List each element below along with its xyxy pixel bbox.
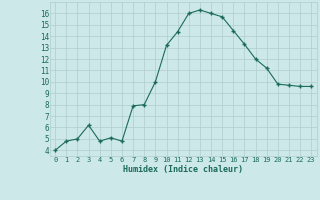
X-axis label: Humidex (Indice chaleur): Humidex (Indice chaleur) — [123, 165, 243, 174]
